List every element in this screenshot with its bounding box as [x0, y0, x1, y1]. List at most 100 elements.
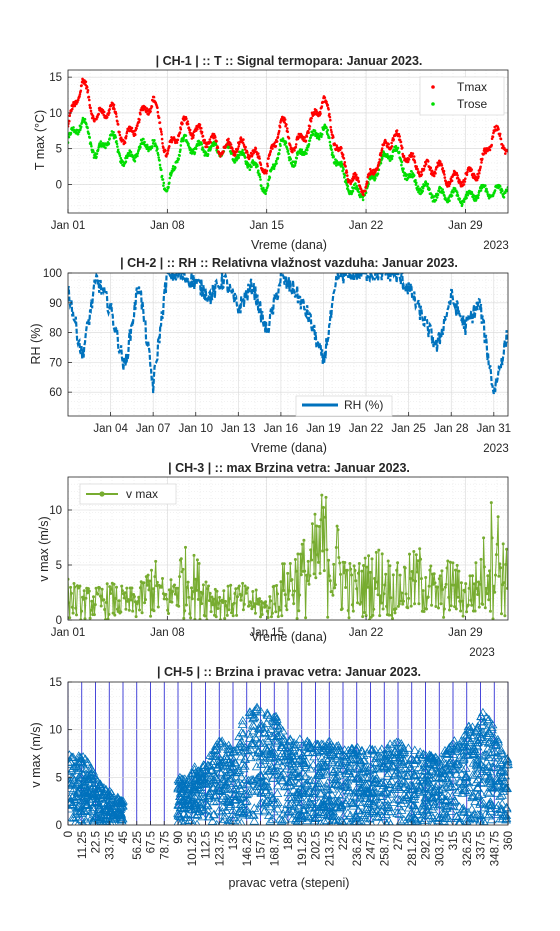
- point-trose: [168, 176, 172, 180]
- point-direction: [326, 803, 336, 813]
- point-direction: [104, 803, 114, 812]
- point-trose: [143, 140, 146, 144]
- panel-ch3-legend-box: [79, 483, 177, 505]
- point-direction: [314, 797, 325, 806]
- point-direction: [344, 761, 355, 771]
- point-direction: [502, 754, 513, 763]
- point-direction: [297, 751, 308, 760]
- point-tmax: [464, 177, 467, 180]
- point-direction: [463, 750, 473, 759]
- point-trose: [187, 142, 190, 146]
- y-tick-label: 10: [49, 505, 62, 517]
- point-direction: [405, 755, 416, 764]
- point-direction: [237, 759, 248, 768]
- point-tmax: [491, 135, 495, 139]
- point-direction: [406, 813, 416, 823]
- point-direction: [292, 818, 300, 825]
- point-direction: [386, 776, 397, 785]
- point-direction: [369, 819, 376, 825]
- point-direction: [73, 801, 84, 811]
- point-direction: [294, 800, 304, 810]
- point-direction: [187, 769, 198, 778]
- point-direction: [272, 720, 283, 729]
- point-trose: [442, 191, 445, 194]
- point-trose: [313, 129, 317, 132]
- point-direction: [482, 787, 493, 796]
- point-direction: [215, 755, 226, 764]
- series-rh: [68, 273, 508, 395]
- point-direction: [318, 799, 329, 808]
- point-direction: [197, 788, 208, 797]
- point-trose: [259, 178, 262, 181]
- point-trose: [68, 135, 71, 139]
- point-direction: [447, 791, 458, 800]
- point-trose: [241, 148, 244, 152]
- point-direction: [386, 806, 397, 816]
- point-direction: [389, 770, 400, 780]
- point-direction: [345, 797, 356, 806]
- point-direction: [446, 806, 457, 815]
- point-direction: [234, 739, 245, 748]
- point-trose: [99, 140, 103, 143]
- point-direction: [495, 765, 506, 774]
- point-direction: [224, 743, 235, 753]
- point-direction: [485, 767, 496, 776]
- point-direction: [460, 763, 471, 772]
- point-tmax: [107, 113, 110, 117]
- point-direction: [418, 810, 429, 819]
- point-trose: [408, 172, 412, 176]
- point-tmax: [89, 106, 92, 110]
- point-trose: [266, 184, 270, 187]
- point-tmax: [294, 143, 298, 146]
- point-tmax: [399, 140, 403, 144]
- point-trose: [258, 175, 262, 179]
- point-tmax: [463, 180, 467, 183]
- point-trose: [154, 142, 157, 145]
- point-tmax: [364, 185, 368, 188]
- point-trose: [83, 117, 87, 121]
- x-tick-label: Jan 22: [349, 220, 384, 232]
- point-tmax: [176, 138, 180, 142]
- point-trose: [121, 160, 125, 163]
- point-direction: [371, 758, 382, 767]
- point-direction: [384, 753, 394, 762]
- point-direction: [329, 772, 339, 782]
- point-direction: [253, 745, 264, 754]
- point-tmax: [214, 136, 217, 139]
- point-direction: [243, 729, 254, 738]
- point-tmax: [71, 107, 74, 111]
- point-direction: [389, 754, 400, 763]
- point-tmax: [484, 151, 488, 155]
- point-direction: [445, 757, 456, 766]
- point-direction: [445, 746, 456, 755]
- point-trose: [477, 193, 480, 197]
- point-direction: [73, 785, 84, 794]
- point-direction: [460, 772, 471, 781]
- point-direction: [469, 813, 480, 823]
- point-tmax: [456, 174, 459, 177]
- point-trose: [115, 142, 119, 146]
- point-direction: [427, 792, 438, 801]
- point-trose: [465, 196, 468, 200]
- point-trose: [248, 168, 252, 171]
- point-tmax: [68, 114, 71, 117]
- point-direction: [431, 753, 441, 762]
- point-direction: [264, 789, 274, 798]
- point-direction: [409, 769, 420, 779]
- y-tick-label: 5: [56, 560, 62, 572]
- point-direction: [113, 794, 124, 804]
- panel-ch3-year-label: 2023: [469, 647, 495, 659]
- point-direction: [85, 814, 96, 823]
- point-tmax: [341, 153, 345, 156]
- point-trose: [485, 187, 488, 191]
- point-tmax: [432, 174, 436, 178]
- point-tmax: [440, 164, 444, 167]
- point-trose: [96, 148, 100, 152]
- point-tmax: [328, 115, 332, 119]
- point-direction: [363, 772, 374, 782]
- point-trose: [335, 164, 338, 167]
- point-direction: [396, 768, 407, 777]
- point-direction: [217, 817, 228, 825]
- point-direction: [486, 800, 497, 809]
- point-direction: [79, 819, 86, 825]
